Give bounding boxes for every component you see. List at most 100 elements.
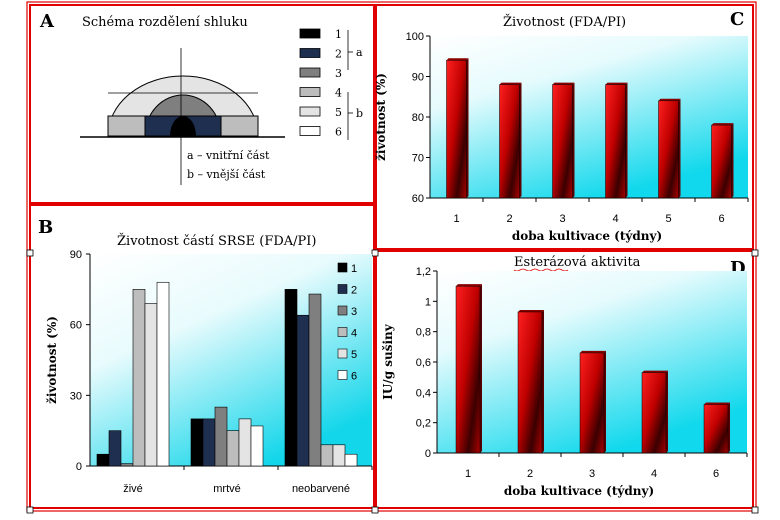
bar-series-1 bbox=[284, 289, 298, 467]
bar bbox=[552, 84, 573, 199]
legend-swatch bbox=[299, 28, 321, 39]
panel-c-letter: C bbox=[730, 9, 744, 30]
bar-series-4 bbox=[132, 289, 146, 467]
y-tick-label: 0 bbox=[76, 461, 82, 473]
panel-a: A Schéma rozdělení shluku a – vnitřní čá… bbox=[39, 11, 363, 185]
panel-c-xlabel: doba kultivace (týdny) bbox=[512, 229, 662, 243]
bar bbox=[703, 404, 729, 454]
bar-top bbox=[446, 58, 469, 61]
bar-side bbox=[728, 402, 730, 453]
panel-b-chart: 0 30 60 90 živé mrtvé neobarvené bbox=[70, 249, 373, 495]
panel-c-ylabel: životnost (%) bbox=[374, 73, 388, 161]
bar bbox=[711, 124, 732, 199]
bar-top bbox=[711, 123, 734, 126]
y-tick-label: 0,8 bbox=[416, 327, 431, 339]
bar-top bbox=[605, 82, 628, 85]
bar-top bbox=[552, 82, 575, 85]
panel-d-title: Esterázová aktivita bbox=[514, 255, 641, 270]
bar-series-3 bbox=[308, 293, 322, 467]
legend-label: 6 bbox=[335, 126, 342, 139]
bar-side bbox=[542, 309, 544, 453]
legend-label: 6 bbox=[351, 371, 357, 383]
y-tick-label: 90 bbox=[412, 72, 424, 84]
bar-top bbox=[456, 284, 482, 287]
y-tick-label: 60 bbox=[70, 320, 82, 332]
y-tick-label: 80 bbox=[412, 112, 424, 124]
legend-swatch bbox=[337, 262, 348, 273]
bar bbox=[641, 372, 667, 454]
bar-series-4 bbox=[320, 444, 334, 467]
bar-series-2 bbox=[108, 430, 122, 467]
legend-swatch bbox=[337, 305, 348, 316]
bar-side bbox=[625, 82, 628, 198]
y-tick-label: 70 bbox=[412, 153, 424, 165]
x-tick-label: 2 bbox=[506, 213, 512, 225]
resize-handle[interactable] bbox=[371, 506, 379, 514]
bar-series-6 bbox=[250, 425, 264, 467]
panel-b-frame bbox=[29, 204, 375, 509]
bar-series-6 bbox=[344, 453, 358, 467]
panel-c-title: Životnost (FDA/PI) bbox=[503, 14, 626, 30]
bar bbox=[499, 84, 520, 199]
bar-side bbox=[666, 370, 668, 453]
panel-a-title: Schéma rozdělení shluku bbox=[82, 15, 248, 30]
panel-c-plot-area bbox=[430, 36, 748, 198]
x-tick-label: 2 bbox=[527, 468, 533, 480]
bar-series-1 bbox=[96, 453, 110, 467]
bar-top bbox=[704, 402, 730, 405]
bar-series-2 bbox=[202, 418, 216, 467]
x-tick-label: 4 bbox=[651, 468, 657, 480]
bar-series-5 bbox=[332, 444, 346, 467]
bar bbox=[605, 84, 626, 199]
y-tick-label: 0 bbox=[425, 448, 431, 460]
legend-group-b: b bbox=[356, 107, 363, 120]
bar-series-5 bbox=[144, 303, 158, 467]
x-tick-label: živé bbox=[123, 483, 143, 495]
bar bbox=[517, 311, 543, 454]
bar-series-5 bbox=[238, 418, 252, 467]
y-tick-label: 1 bbox=[425, 296, 431, 308]
legend-label: 2 bbox=[351, 285, 357, 297]
legend-label: 4 bbox=[335, 87, 342, 100]
x-tick-label: 3 bbox=[559, 213, 565, 225]
bar-series-1 bbox=[190, 418, 204, 467]
legend-label: 2 bbox=[335, 48, 342, 61]
legend-label: 3 bbox=[351, 306, 357, 318]
legend-label: 1 bbox=[351, 263, 357, 275]
resize-handle[interactable] bbox=[751, 506, 759, 514]
y-tick-label: 60 bbox=[412, 193, 424, 205]
panel-c-chart: 60 70 80 90 100 1 2 3 4 5 6 bbox=[406, 31, 749, 225]
y-tick-label: 90 bbox=[70, 249, 82, 261]
legend-swatch bbox=[299, 106, 321, 117]
legend-label: 3 bbox=[335, 67, 342, 80]
x-tick-label: 6 bbox=[718, 213, 724, 225]
bar-side bbox=[731, 123, 734, 198]
figure-frame bbox=[26, 1, 757, 512]
resize-handle[interactable] bbox=[26, 249, 34, 257]
legend-label: 1 bbox=[335, 28, 342, 41]
legend-label: 5 bbox=[335, 106, 342, 119]
panel-b: B Životnost částí SRSE (FDA/PI) 0 30 60 90 ž… bbox=[38, 217, 373, 495]
bar-side bbox=[604, 350, 606, 453]
resize-handle[interactable] bbox=[751, 249, 759, 257]
legend-swatch bbox=[337, 284, 348, 294]
panel-a-legend: 1 2 3 4 5 6 bbox=[299, 28, 342, 139]
panel-c-frame bbox=[375, 4, 754, 250]
resize-handle[interactable] bbox=[26, 506, 34, 514]
legend-group-a: a bbox=[356, 46, 363, 59]
x-tick-label: 1 bbox=[465, 468, 471, 480]
panel-d: Esterázová aktivita D 00,20,40,60,811,21… bbox=[381, 255, 748, 498]
panel-b-letter: B bbox=[38, 217, 53, 238]
y-tick-label: 1,2 bbox=[416, 266, 431, 278]
panel-a-frame bbox=[29, 4, 375, 204]
bar bbox=[455, 285, 481, 454]
bar-top bbox=[518, 309, 544, 312]
legend-swatch bbox=[337, 348, 348, 359]
legend-label: 5 bbox=[351, 349, 357, 361]
x-tick-label: 1 bbox=[453, 213, 459, 225]
legend-swatch bbox=[337, 370, 348, 380]
panel-b-ylabel: životnost (%) bbox=[45, 316, 59, 404]
resize-handle[interactable] bbox=[371, 249, 379, 257]
